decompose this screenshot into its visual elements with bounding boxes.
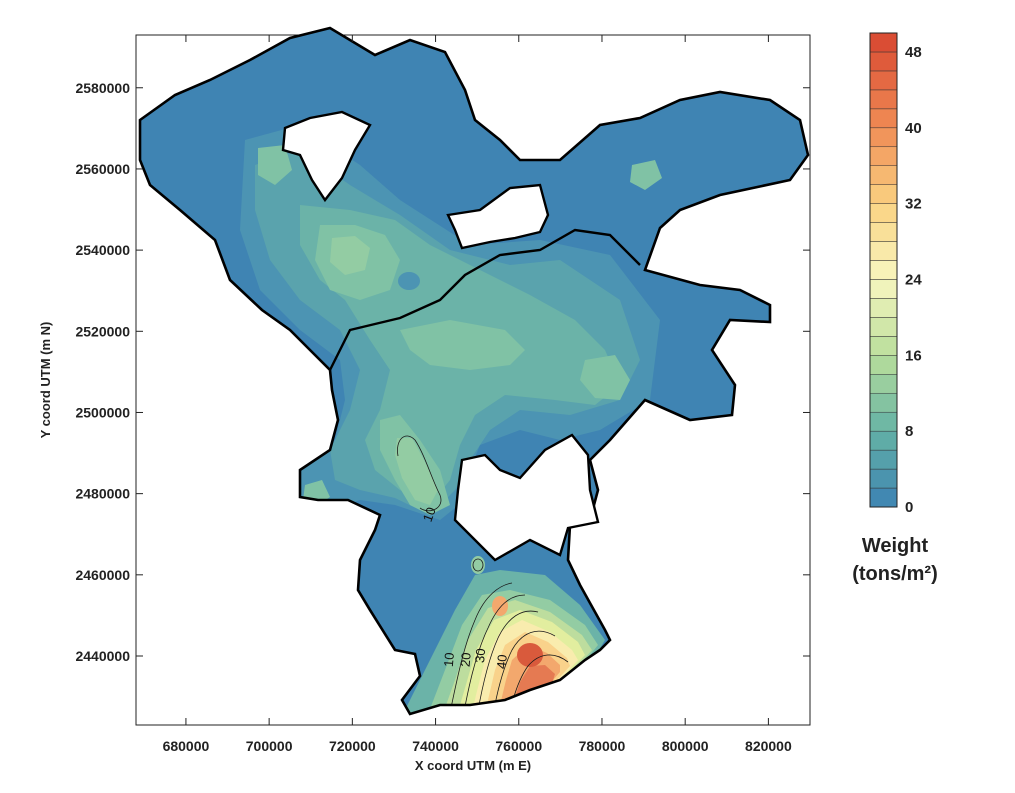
band-8d bbox=[580, 355, 630, 400]
low-spot bbox=[398, 272, 420, 290]
colorbar-segment bbox=[869, 108, 898, 129]
colorbar-segment bbox=[869, 146, 898, 166]
x-tick-label: 720000 bbox=[329, 738, 376, 754]
colorbar-segment bbox=[869, 449, 898, 470]
legend-title-line1: Weight bbox=[862, 535, 929, 557]
contour-line-small bbox=[472, 558, 484, 572]
x-tick-label: 760000 bbox=[495, 738, 542, 754]
colorbar-tick-label: 40 bbox=[905, 120, 922, 137]
colorbar-tick-label: 8 bbox=[905, 423, 913, 440]
divider-line bbox=[328, 228, 641, 371]
colorbar-segment bbox=[869, 374, 898, 394]
y-tick-label: 2520000 bbox=[75, 323, 130, 339]
colorbar-segment bbox=[869, 392, 898, 413]
colorbar-ticks: 0 8 16 24 32 40 48 bbox=[905, 44, 922, 516]
x-tick-label: 740000 bbox=[412, 738, 459, 754]
island-north bbox=[281, 110, 372, 203]
colorbar-segment bbox=[869, 468, 898, 489]
peak-spot bbox=[517, 643, 543, 667]
contour-label: 40 bbox=[494, 654, 510, 670]
colorbar-tick-label: 16 bbox=[905, 347, 922, 364]
band-8b bbox=[400, 320, 525, 370]
y-tick-label: 2500000 bbox=[75, 404, 130, 420]
colorbar-segment bbox=[869, 222, 898, 242]
colorbar-segment bbox=[869, 298, 898, 318]
colorbar-segment bbox=[869, 203, 898, 223]
island-south bbox=[453, 433, 600, 562]
x-axis-title: X coord UTM (m E) bbox=[415, 758, 531, 773]
contour-lines bbox=[397, 435, 569, 714]
colorbar-segment bbox=[869, 430, 898, 451]
colorbar-segment bbox=[869, 487, 898, 508]
colorbar-frame bbox=[869, 32, 898, 508]
colorbar-tick-label: 24 bbox=[905, 271, 922, 288]
colorbar-segment bbox=[869, 165, 898, 185]
contour-line-d bbox=[491, 630, 556, 714]
band-10b bbox=[395, 438, 438, 505]
y-tick-label: 2540000 bbox=[75, 242, 130, 258]
contour-label: 10 bbox=[420, 505, 439, 524]
colorbar-segment bbox=[869, 241, 898, 261]
legend-title-line2: (tons/m²) bbox=[852, 563, 938, 585]
band-8e bbox=[258, 145, 292, 185]
x-tick-label: 820000 bbox=[745, 738, 792, 754]
band-8g bbox=[630, 160, 662, 190]
contour-line-a bbox=[447, 582, 513, 714]
colorbar-segment bbox=[869, 127, 898, 148]
colorbar-segment bbox=[869, 260, 898, 280]
colorbar-segment bbox=[869, 70, 898, 91]
secondary-peak bbox=[492, 596, 508, 616]
colorbar-tick-label: 0 bbox=[905, 499, 913, 516]
x-tick-label: 800000 bbox=[662, 738, 709, 754]
colorbar-segment bbox=[869, 317, 898, 337]
y-tick-label: 2440000 bbox=[75, 648, 130, 664]
y-tick-label: 2480000 bbox=[75, 486, 130, 502]
colorbar-segment bbox=[869, 32, 898, 53]
contour-line-b bbox=[461, 594, 526, 714]
y-axis: 2440000 2460000 2480000 2500000 2520000 25400… bbox=[75, 80, 810, 664]
colorbar-segment bbox=[869, 51, 898, 72]
colorbar bbox=[869, 32, 898, 508]
x-tick-label: 780000 bbox=[579, 738, 626, 754]
colorbar-tick-label: 48 bbox=[905, 44, 922, 61]
colorbar-segment bbox=[869, 355, 898, 375]
contour-label: 20 bbox=[458, 652, 474, 668]
y-axis-title: Y coord UTM (m N) bbox=[38, 322, 53, 439]
colorbar-segment bbox=[869, 184, 898, 204]
x-tick-label: 700000 bbox=[246, 738, 293, 754]
colorbar-tick-label: 32 bbox=[905, 196, 922, 213]
colorbar-segment bbox=[869, 336, 898, 356]
contour-line-c bbox=[475, 610, 539, 714]
contour-label: 10 bbox=[441, 652, 457, 668]
island-center bbox=[446, 183, 550, 250]
y-tick-label: 2580000 bbox=[75, 80, 130, 96]
contour-label: 30 bbox=[472, 648, 488, 664]
colorbar-segment bbox=[869, 279, 898, 299]
x-axis: 680000 700000 720000 740000 760000 780000 8000… bbox=[163, 35, 792, 754]
colorbar-segment bbox=[869, 411, 898, 432]
x-tick-label: 680000 bbox=[163, 738, 210, 754]
y-tick-label: 2560000 bbox=[75, 161, 130, 177]
contour-line-10 bbox=[397, 435, 442, 512]
y-tick-label: 2460000 bbox=[75, 567, 130, 583]
band-10 bbox=[330, 236, 370, 275]
colorbar-segment bbox=[869, 89, 898, 110]
